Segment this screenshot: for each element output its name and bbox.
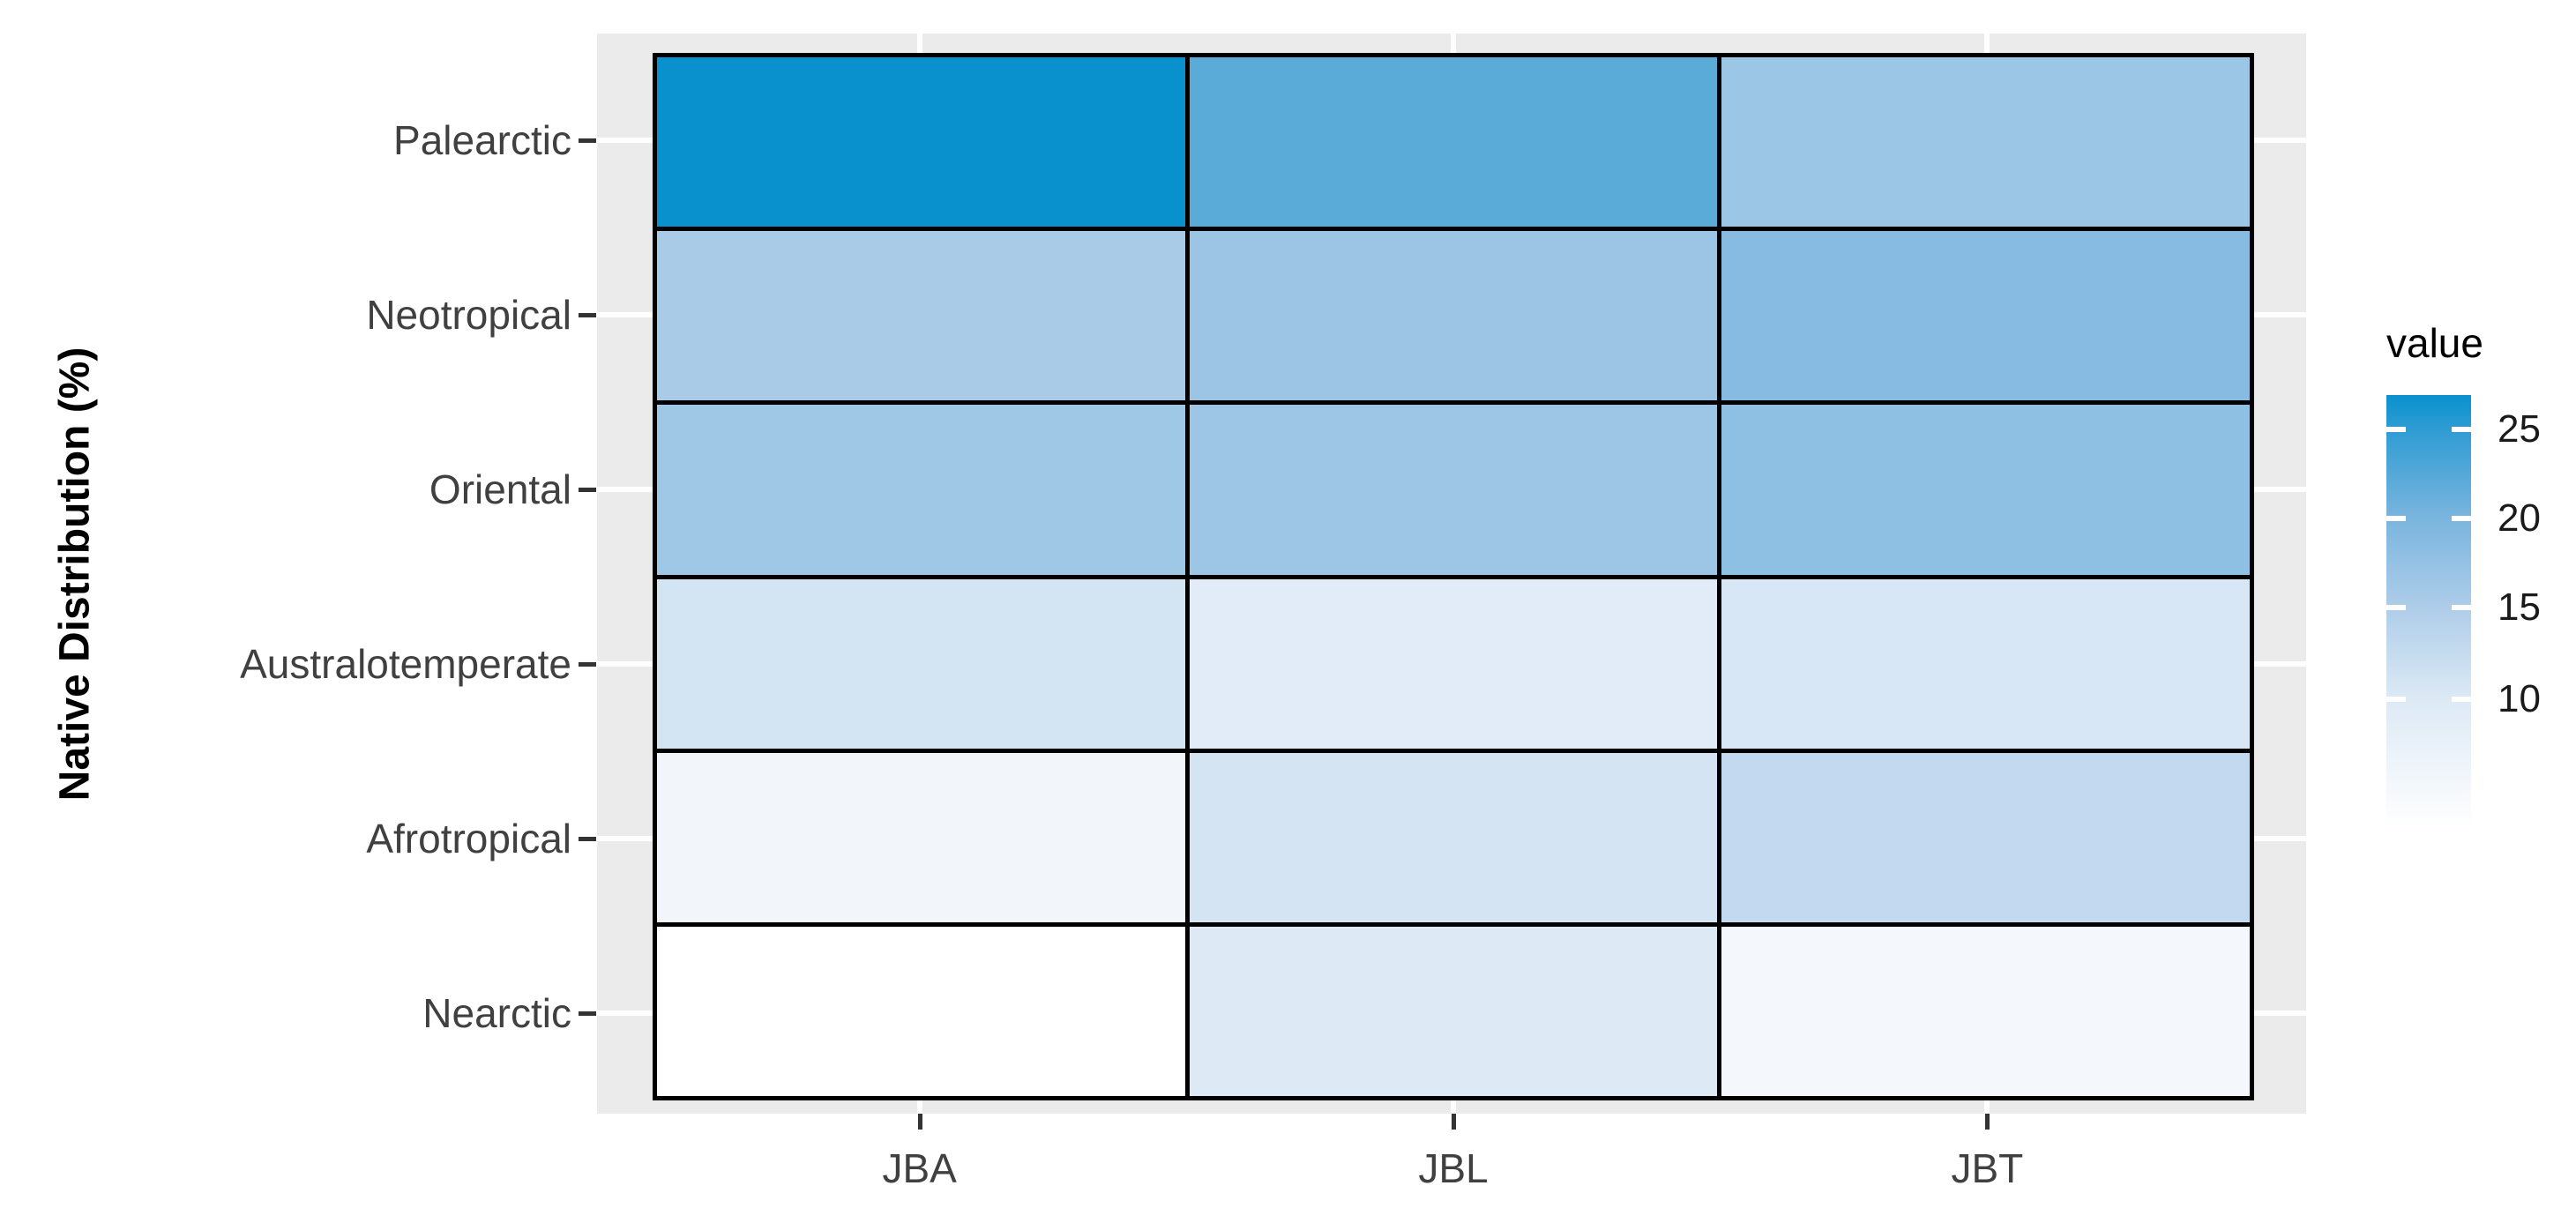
- legend-title: value: [2386, 320, 2483, 366]
- y-axis-label: Nearctic: [422, 990, 571, 1036]
- y-axis-label: Neotropical: [366, 292, 571, 338]
- x-axis-label: JBT: [1951, 1145, 2024, 1191]
- heatmap-cell: [1189, 578, 1718, 749]
- legend-tick-label: 25: [2498, 407, 2541, 451]
- heatmap-cell: [1721, 578, 2250, 749]
- legend-tick-mark: [2452, 697, 2471, 702]
- y-axis-label: Palearctic: [393, 117, 571, 163]
- heatmap-cell: [657, 57, 1185, 227]
- heatmap-cell: [657, 405, 1185, 575]
- y-axis-title: Native Distribution (%): [51, 347, 99, 801]
- x-axis-tick-mark: [1985, 1114, 1990, 1130]
- x-axis-tick-mark: [1452, 1114, 1456, 1130]
- legend-tick-mark: [2386, 427, 2406, 432]
- heatmap-cell: [1721, 752, 2250, 922]
- legend-tick-label: 15: [2498, 585, 2541, 629]
- y-axis-tick-mark: [579, 1011, 596, 1016]
- y-axis-label: Afrotropical: [366, 816, 571, 861]
- heatmap-cell: [1189, 231, 1718, 401]
- heatmap-cell: [1189, 405, 1718, 575]
- heatmap-cell: [1721, 231, 2250, 401]
- legend-tick-mark: [2452, 516, 2471, 521]
- y-axis-tick-mark: [579, 662, 596, 667]
- heatmap-cell: [1189, 752, 1718, 922]
- heatmap-grid: [653, 53, 2254, 1100]
- x-axis-label: JBA: [882, 1145, 957, 1191]
- y-axis-label: Australotemperate: [240, 641, 571, 687]
- y-axis-tick-mark: [579, 488, 596, 492]
- y-axis-tick-mark: [579, 138, 596, 143]
- legend-tick-label: 10: [2498, 677, 2541, 720]
- heatmap-cell: [1189, 926, 1718, 1096]
- legend-tick-mark: [2386, 697, 2406, 702]
- legend-tick-mark: [2386, 605, 2406, 610]
- heatmap-cell: [657, 231, 1185, 401]
- y-axis-tick-mark: [579, 313, 596, 317]
- legend-tick-mark: [2452, 427, 2471, 432]
- heatmap-cell: [1721, 405, 2250, 575]
- legend-tick-mark: [2386, 516, 2406, 521]
- x-axis-label: JBL: [1418, 1145, 1489, 1191]
- legend-tick-label: 20: [2498, 496, 2541, 540]
- y-axis-tick-mark: [579, 837, 596, 841]
- legend-gradient-bar: [2386, 395, 2471, 828]
- heatmap-cell: [657, 578, 1185, 749]
- legend-tick-mark: [2452, 605, 2471, 610]
- heatmap-cell: [1189, 57, 1718, 227]
- heatmap-cell: [1721, 926, 2250, 1096]
- y-axis-label: Oriental: [429, 466, 571, 512]
- x-axis-tick-mark: [917, 1114, 922, 1130]
- heatmap-cell: [1721, 57, 2250, 227]
- heatmap-cell: [657, 752, 1185, 922]
- heatmap-cell: [657, 926, 1185, 1096]
